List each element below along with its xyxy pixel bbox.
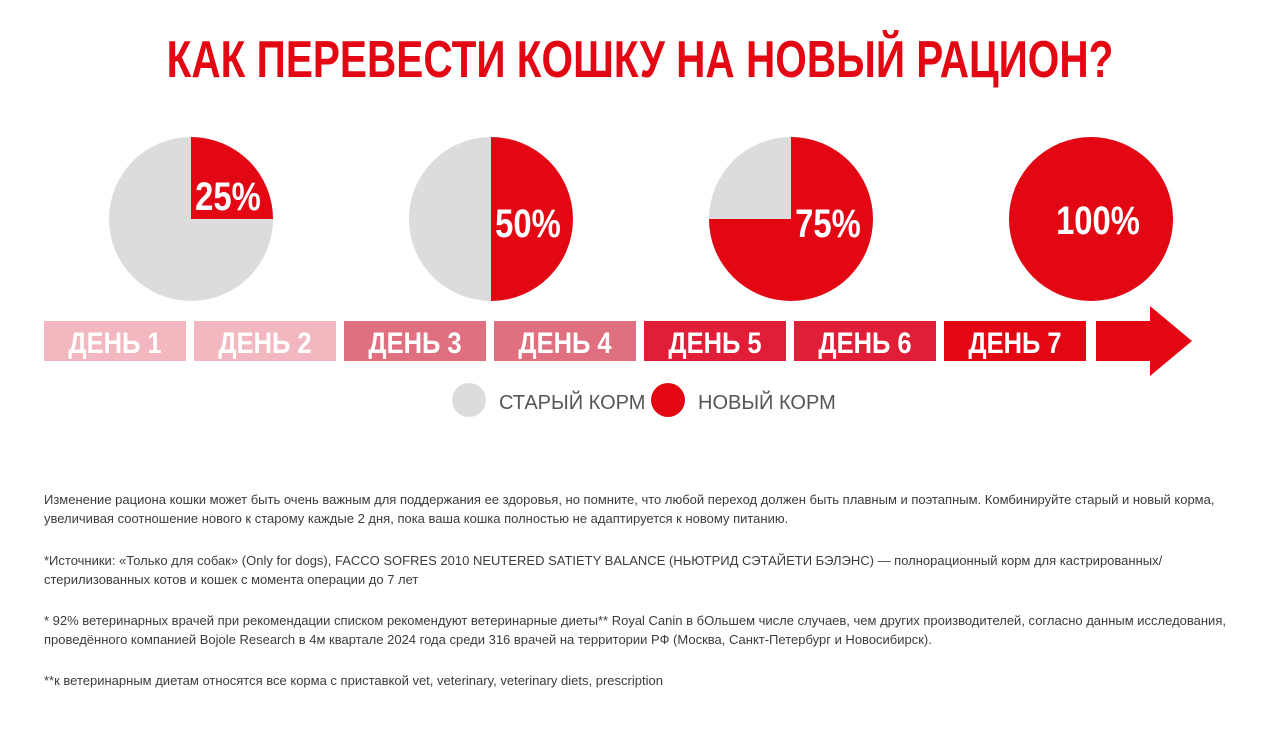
- day-box-background: [794, 321, 936, 361]
- day-box-background: [194, 321, 336, 361]
- pie-chart-1: 25%: [109, 137, 273, 301]
- day-label: ДЕНЬ 5: [668, 326, 761, 359]
- pie-chart-4: 100%: [1009, 137, 1173, 301]
- day-label: ДЕНЬ 2: [218, 326, 311, 359]
- vet-diets-note: **к ветеринарным диетам относятся все ко…: [44, 673, 663, 688]
- legend-new-swatch: [651, 383, 685, 417]
- pie-slice-new: [491, 137, 573, 301]
- day-box-7: ДЕНЬ 7: [944, 321, 1086, 361]
- pie-slice-new: [191, 137, 273, 219]
- day-box-3: ДЕНЬ 3: [344, 321, 486, 361]
- day-box-background: [944, 321, 1086, 361]
- sources-note: *Источники: «Только для собак» (Only for…: [44, 553, 1163, 587]
- day-box-background: [494, 321, 636, 361]
- pie-data-label: 100%: [1056, 198, 1140, 243]
- pie-data-label: 75%: [795, 201, 861, 246]
- feed-transition-chart: 25%50% 75% 100% ДЕНЬ 1 ДЕНЬ 2 ДЕНЬ 3 ДЕНЬ 4 ДЕ…: [44, 137, 1192, 417]
- day-box-background: [344, 321, 486, 361]
- intro-note: Изменение рациона кошки может быть очень…: [44, 492, 1215, 526]
- day-label: ДЕНЬ 7: [968, 326, 1061, 359]
- day-label: ДЕНЬ 4: [518, 326, 612, 359]
- pie-slice-new: [709, 137, 873, 301]
- day-box-2: ДЕНЬ 2: [194, 321, 336, 361]
- day-box-background: [44, 321, 186, 361]
- survey-note: * 92% ветеринарных врачей при рекомендац…: [44, 613, 1226, 647]
- pie-charts: 25% 50% 75% 100%: [109, 137, 1173, 301]
- day-box-1: ДЕНЬ 1: [44, 321, 186, 361]
- day-box-background: [644, 321, 786, 361]
- day-label: ДЕНЬ 3: [368, 326, 461, 359]
- day-label: ДЕНЬ 1: [68, 326, 161, 359]
- pie-data-label: 25%: [195, 174, 261, 219]
- day-box-4: ДЕНЬ 4: [494, 321, 636, 361]
- day-box-6: ДЕНЬ 6: [794, 321, 936, 361]
- legend-old-label: СТАРЫЙ КОРМ: [499, 390, 645, 414]
- legend-new-label: НОВЫЙ КОРМ: [698, 390, 836, 414]
- pie-chart-3: 75%: [709, 137, 873, 301]
- page-title: КАК ПЕРЕВЕСТИ КОШКУ НА НОВЫЙ РАЦИОН?: [166, 31, 1114, 89]
- pie-chart-2: 50%: [409, 137, 573, 301]
- timeline-arrow-icon: [1096, 306, 1192, 376]
- legend: СТАРЫЙ КОРМ НОВЫЙ КОРМ: [452, 383, 836, 417]
- legend-old-swatch: [452, 383, 486, 417]
- day-label: ДЕНЬ 6: [818, 326, 911, 359]
- day-timeline: ДЕНЬ 1 ДЕНЬ 2 ДЕНЬ 3 ДЕНЬ 4 ДЕНЬ 5 ДЕНЬ 6 ДЕНЬ…: [44, 306, 1192, 376]
- pie-data-label: 50%: [495, 201, 561, 246]
- day-box-5: ДЕНЬ 5: [644, 321, 786, 361]
- pie-slice-new: [1009, 137, 1173, 301]
